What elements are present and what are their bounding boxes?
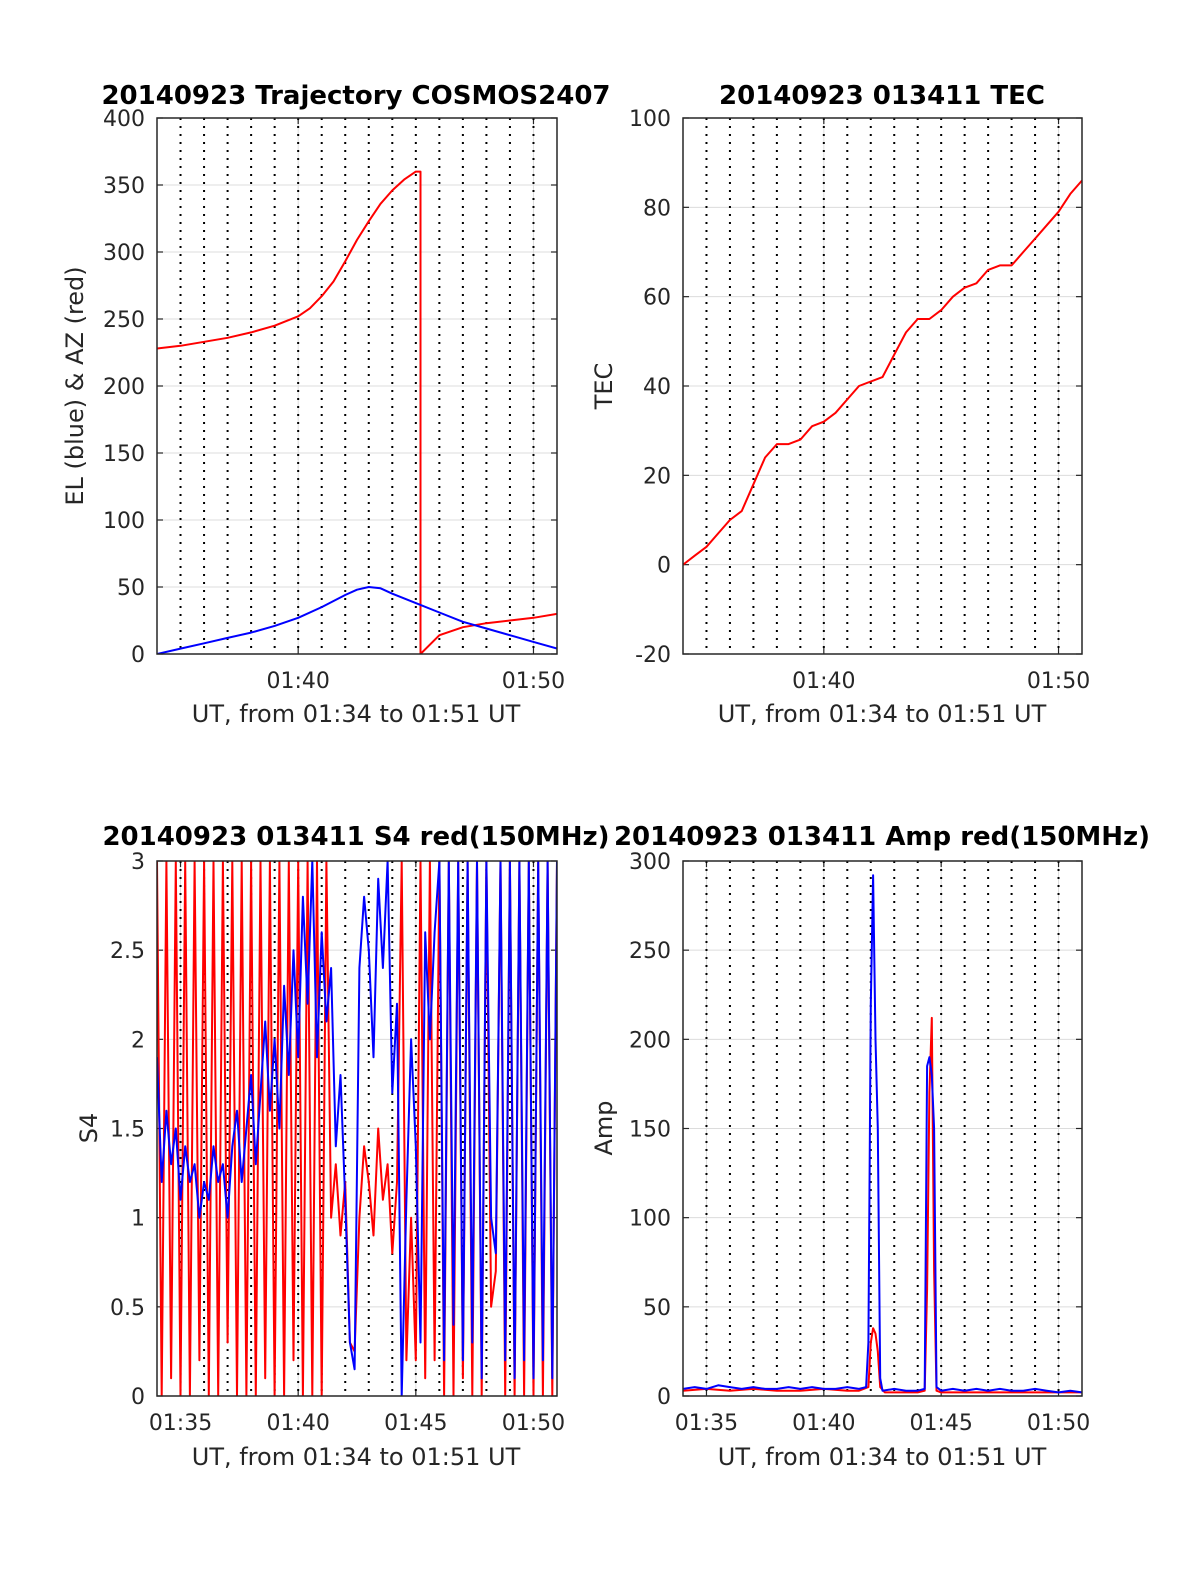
tec-title: 20140923 013411 TEC [719,81,1045,111]
y-tick-label: 0 [657,554,671,579]
trajectory-ylabel: EL (blue) & AZ (red) [61,266,89,505]
tec-panel: 20140923 013411 TEC TEC UT, from 01:34 t… [590,81,1090,728]
y-tick-label: 50 [643,1296,671,1321]
tec-ylabel: TEC [590,363,618,411]
y-tick-label: 20 [643,464,671,489]
amp-title: 20140923 013411 Amp red(150MHz) [614,822,1150,852]
tec-tick-labels: -20 0 20 40 60 80 100 01:40 01:50 [629,107,1090,694]
x-tick-label: 01:50 [502,1411,565,1436]
s4-title: 20140923 013411 S4 red(150MHz) [102,822,609,852]
x-tick-label: 01:35 [675,1411,738,1436]
y-tick-label: 200 [629,1028,671,1053]
y-tick-label: 2.5 [110,939,145,964]
red-series-line [683,179,1082,566]
tec-xlabel: UT, from 01:34 to 01:51 UT [718,700,1047,728]
y-tick-label: 0.5 [110,1296,145,1321]
y-tick-label: 1 [131,1207,145,1232]
s4-axes-box [156,860,558,1397]
y-tick-label: 1.5 [110,1118,145,1143]
amp-xlabel: UT, from 01:34 to 01:51 UT [718,1443,1047,1471]
y-tick-label: 100 [103,509,145,534]
y-tick-label: 100 [629,107,671,132]
blue-series-line [157,861,557,1396]
trajectory-tick-labels: 0 50 100 150 200 250 300 350 400 01:40 01:50 [103,107,565,694]
s4-panel: 20140923 013411 S4 red(150MHz) S4 UT, fr… [75,822,610,1471]
red-series-line [157,170,557,654]
y-tick-label: 0 [131,643,145,668]
y-tick-label: 80 [643,196,671,221]
trajectory-grid [157,117,557,655]
y-tick-label: 400 [103,107,145,132]
y-tick-label: 40 [643,375,671,400]
blue-series-line [683,874,1082,1394]
y-tick-label: 150 [629,1118,671,1143]
s4-tick-labels: 0 0.5 1 1.5 2 2.5 3 01:35 01:40 01:45 01:50 [110,850,565,1436]
trajectory-axes-box [156,117,558,655]
x-tick-label: 01:40 [792,1411,855,1436]
y-tick-label: 250 [103,308,145,333]
y-tick-label: 0 [131,1385,145,1410]
amp-tick-labels: 0 50 100 150 200 250 300 01:35 01:40 01:45 01:50 [629,850,1090,1436]
s4-series [157,861,557,1396]
trajectory-xlabel: UT, from 01:34 to 01:51 UT [192,700,521,728]
x-tick-label: 01:50 [502,669,565,694]
y-tick-label: 350 [103,174,145,199]
y-tick-label: 2 [131,1028,145,1053]
y-tick-label: 250 [629,939,671,964]
tec-series [683,179,1082,566]
red-series-line [157,861,557,1396]
y-tick-label: 60 [643,286,671,311]
y-tick-label: 200 [103,375,145,400]
x-tick-label: 01:40 [266,1411,329,1436]
trajectory-series [157,170,557,654]
x-tick-label: 01:50 [1027,669,1090,694]
x-tick-label: 01:35 [149,1411,212,1436]
trajectory-panel: 20140923 Trajectory COSMOS2407 EL (blue)… [61,81,611,728]
blue-series-line [157,586,557,654]
amp-panel: 20140923 013411 Amp red(150MHz) Amp UT, … [590,822,1150,1471]
y-tick-label: -20 [635,643,671,668]
x-tick-label: 01:45 [909,1411,972,1436]
amp-ylabel: Amp [590,1100,618,1155]
y-tick-label: 100 [629,1207,671,1232]
s4-ylabel: S4 [75,1113,103,1144]
y-tick-label: 50 [117,576,145,601]
tec-grid [683,117,1082,655]
tec-axes-box [682,117,1083,655]
amp-grid [683,860,1082,1397]
y-tick-label: 300 [629,850,671,875]
y-tick-label: 0 [657,1385,671,1410]
amp-axes-box [682,860,1083,1397]
x-tick-label: 01:50 [1027,1411,1090,1436]
x-tick-label: 01:45 [384,1411,447,1436]
x-tick-label: 01:40 [266,669,329,694]
amp-series [683,874,1082,1394]
y-tick-label: 300 [103,241,145,266]
y-tick-label: 150 [103,442,145,467]
y-tick-label: 3 [131,850,145,875]
s4-xlabel: UT, from 01:34 to 01:51 UT [192,1443,521,1471]
x-tick-label: 01:40 [792,669,855,694]
red-series-line [683,1016,1082,1394]
trajectory-title: 20140923 Trajectory COSMOS2407 [101,81,610,111]
